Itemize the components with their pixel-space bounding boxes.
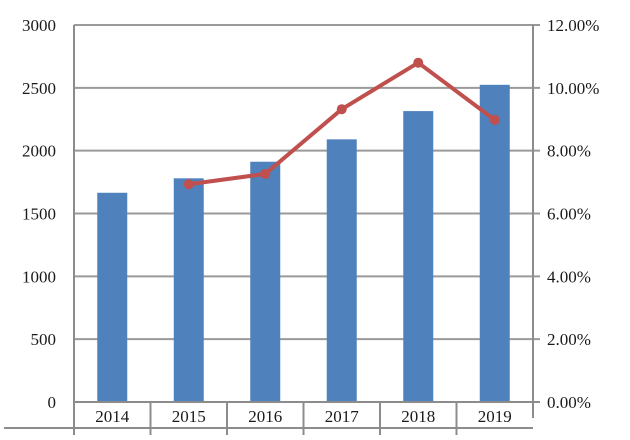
right-axis-tick-label: 4.00% bbox=[547, 267, 591, 286]
line-series bbox=[183, 57, 500, 190]
bar-2018 bbox=[403, 111, 434, 402]
right-axis-tick-label: 12.00% bbox=[547, 16, 599, 35]
right-axis-tick-label: 0.00% bbox=[547, 393, 591, 412]
right-axis-tick-label: 6.00% bbox=[547, 205, 591, 224]
bar-2015 bbox=[173, 178, 204, 402]
category-label: 2015 bbox=[172, 407, 206, 426]
category-label: 2019 bbox=[478, 407, 512, 426]
left-axis-tick-label: 0 bbox=[48, 393, 57, 412]
category-label: 2017 bbox=[325, 407, 360, 426]
left-axis-tick-label: 1500 bbox=[22, 205, 56, 224]
right-axis-tick-label: 8.00% bbox=[547, 142, 591, 161]
category-label: 2014 bbox=[95, 407, 130, 426]
left-axis-tick-label: 500 bbox=[31, 330, 57, 349]
left-axis-tick-label: 3000 bbox=[22, 16, 56, 35]
bar-2019 bbox=[479, 84, 510, 403]
left-axis-tick-label: 2500 bbox=[22, 79, 56, 98]
line-marker bbox=[183, 179, 194, 190]
bar-2017 bbox=[326, 139, 357, 402]
left-axis-tick-label: 1000 bbox=[22, 267, 56, 286]
axes bbox=[73, 25, 540, 435]
category-label: 2016 bbox=[248, 407, 282, 426]
line-marker bbox=[336, 104, 347, 115]
line-marker bbox=[260, 168, 271, 179]
category-axis-table: 2014 2015 2016 2017 2018 2019 bbox=[4, 402, 533, 435]
right-axis-tick-label: 10.00% bbox=[547, 79, 599, 98]
left-axis-tick-label: 2000 bbox=[22, 142, 56, 161]
gridlines bbox=[74, 24, 540, 403]
line-marker bbox=[413, 57, 424, 68]
bar-series bbox=[97, 84, 510, 403]
bar-2014 bbox=[97, 192, 128, 402]
line-marker bbox=[489, 114, 500, 125]
category-label: 2018 bbox=[401, 407, 435, 426]
right-axis-tick-label: 2.00% bbox=[547, 330, 591, 349]
left-axis-tick-labels: 0 500 1000 1500 2000 2500 3000 bbox=[22, 16, 56, 412]
right-axis-tick-labels: 0.00% 2.00% 4.00% 6.00% 8.00% 10.00% 12.00% bbox=[547, 16, 599, 412]
bar-2016 bbox=[250, 161, 281, 402]
